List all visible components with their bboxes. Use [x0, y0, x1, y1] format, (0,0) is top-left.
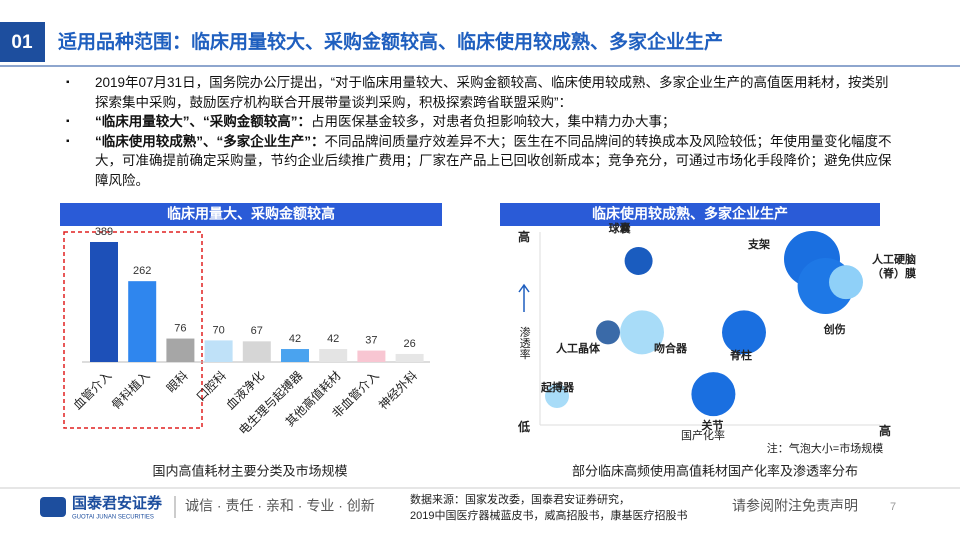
note: 注：气泡大小=市场规模 — [767, 441, 883, 455]
bar — [242, 341, 271, 362]
bar — [319, 349, 348, 362]
bubble — [691, 372, 736, 417]
slide-title: 适用品种范围：临床用量较大、采购金额较高、临床使用较成熟、多家企业生产 — [58, 30, 723, 53]
bubble-label: 人工硬脑（脊）膜 — [872, 254, 916, 281]
x-tick-label: 骨科植入 — [108, 368, 153, 413]
x-axis-label: 国产化率 — [681, 428, 725, 442]
value-label: 70 — [212, 324, 224, 336]
value-label: 67 — [251, 325, 263, 337]
bullet-text: 占用医保基金较多，对患者负担影响较大，集中精力办大事； — [311, 114, 676, 129]
bubble-label: 创伤 — [823, 324, 846, 337]
bar — [128, 281, 157, 362]
source: 2019中国医疗器械蓝皮书，威高招股书，康基医疗招股书 — [410, 508, 687, 522]
bullet: “临床使用较成熟”、“多家企业生产”：不同品牌间质量疗效差异不大；医生在不同品牌… — [62, 132, 892, 191]
bubble — [624, 246, 653, 275]
bullet: “临床用量较大”、“采购金额较高”：占用医保基金较多，对患者负担影响较大，集中精… — [62, 112, 892, 132]
bubble — [620, 310, 664, 355]
source: 数据来源：国家发改委，国泰君安证券研究， — [410, 492, 630, 506]
bar — [166, 338, 195, 362]
chart-title: 临床用量大、采购金额较高 — [167, 206, 335, 222]
slogan: 诚信 · 责任 · 亲和 · 专业 · 创新 — [185, 498, 375, 514]
value-label: 42 — [327, 333, 339, 345]
bar — [204, 340, 233, 362]
value-label: 26 — [403, 338, 415, 350]
bar — [281, 349, 309, 362]
logo-mark — [40, 497, 66, 517]
bubble-label: 脊柱 — [730, 350, 752, 363]
chart-banner — [500, 203, 880, 226]
value-label: 76 — [174, 322, 186, 334]
bullet: 2019年07月31日，国务院办公厅提出，“对于临床用量较大、采购金额较高、临床… — [62, 73, 892, 112]
y-high-label: 高 — [518, 229, 530, 244]
x-tick-label: 眼科 — [164, 368, 191, 395]
value-label: 42 — [289, 333, 301, 345]
chart-caption: 部分临床高频使用高值耗材国产化率及渗透率分布 — [572, 463, 858, 478]
value-label: 37 — [365, 334, 377, 346]
bar — [90, 241, 118, 362]
bubble-label: 人工晶体 — [556, 343, 600, 356]
highlight-box — [63, 231, 203, 429]
logo-en: GUOTAI JUNAN SECURITIES — [72, 515, 154, 521]
x-high-label: 高 — [879, 423, 891, 438]
bullet-bold: “临床使用较成熟”、“多家企业生产”： — [95, 133, 325, 149]
section-box — [0, 22, 45, 62]
section-number: 01 — [11, 32, 33, 53]
y-arrow — [518, 283, 530, 312]
x-tick-label: 神经外科 — [376, 368, 420, 412]
x-tick-label: 口腔科 — [193, 368, 229, 404]
bar — [357, 350, 386, 362]
bubble-label: 关节 — [701, 420, 724, 433]
disclaimer: 请参阅附注免责声明 — [732, 498, 858, 514]
page-number: 7 — [890, 501, 896, 513]
chart-caption: 国内高值耗材主要分类及市场规模 — [152, 463, 347, 478]
bubble — [596, 320, 620, 345]
bullets: 2019年07月31日，国务院办公厅提出，“对于临床用量较大、采购金额较高、临床… — [62, 73, 892, 190]
bullet-text: 不同品牌间质量疗效差异不大；医生在不同品牌间的转换成本及风险较低；年使用量变化幅… — [95, 133, 892, 188]
logo-text: 国泰君安证券 — [72, 494, 163, 512]
chart-title: 临床使用较成熟、多家企业生产 — [592, 206, 788, 222]
y-low-label: 低 — [517, 419, 530, 434]
y-axis-label: 渗透率 — [518, 325, 531, 360]
bullet-text: 2019年07月31日，国务院办公厅提出，“对于临床用量较大、采购金额较高、临床… — [95, 75, 889, 110]
bar — [395, 353, 424, 362]
bubble-label: 吻合器 — [654, 343, 687, 356]
bubble-label: 支架 — [748, 239, 770, 252]
bubble-label: 起搏器 — [541, 382, 574, 395]
bubble-label: 球囊 — [608, 222, 631, 235]
bullet-bold: “临床用量较大”、“采购金额较高”： — [95, 114, 311, 129]
bubble — [829, 265, 863, 300]
bubble — [545, 384, 569, 409]
value-label: 389 — [95, 226, 113, 238]
chart-banner — [60, 203, 442, 226]
x-tick-label: 血管介入 — [70, 368, 115, 413]
value-label: 262 — [133, 265, 151, 277]
bubble — [722, 310, 766, 355]
